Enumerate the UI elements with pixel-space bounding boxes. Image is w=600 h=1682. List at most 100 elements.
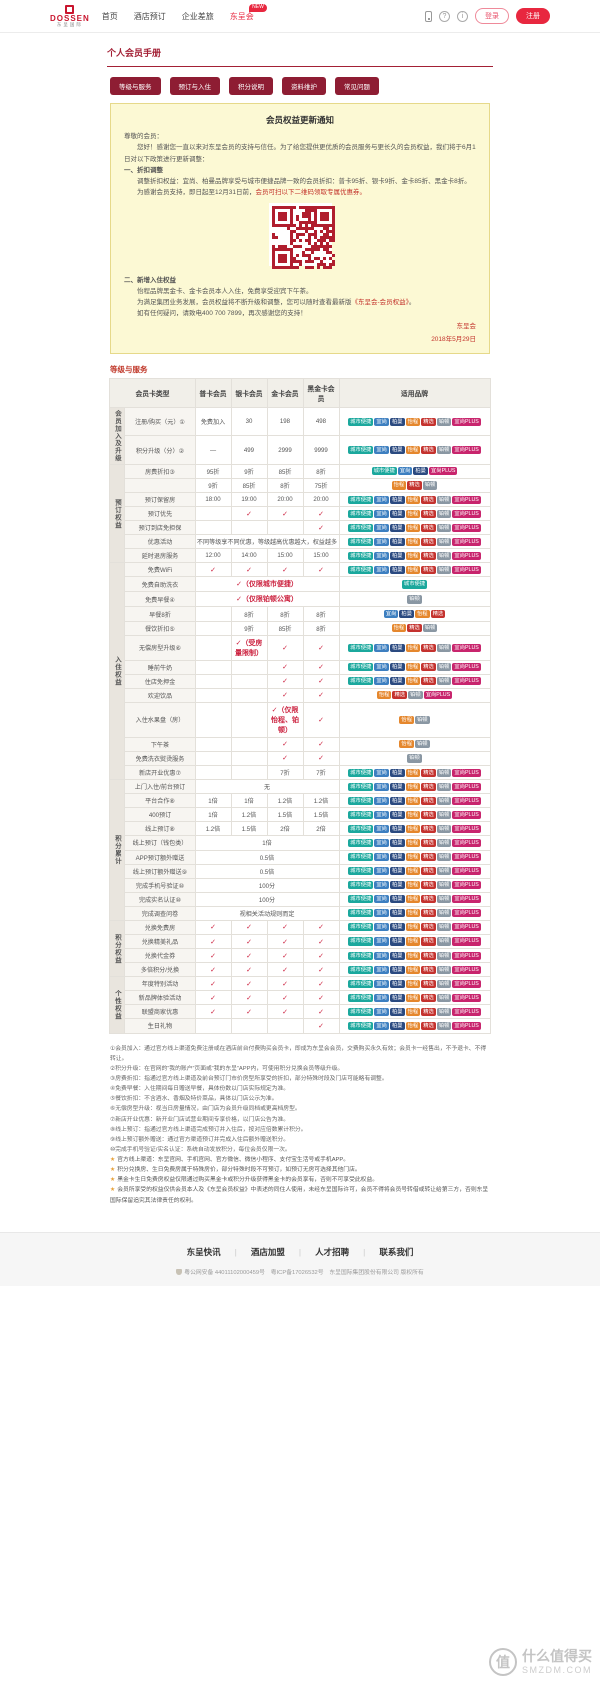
benefit-value: ✓ <box>302 659 340 675</box>
brand-badges: 城市便捷 宜尚 柏曼 怡程 精选 铂顿 宜尚PLUS <box>338 520 491 536</box>
brand-badges: 城市便捷 宜尚 柏曼 怡程 精选 铂顿 宜尚PLUS <box>338 492 491 508</box>
notice-text: 怡程品牌黑金卡、金卡会员本人入住，免费享受迎宾下午茶。 <box>124 287 313 295</box>
brand-badges: 怡程 铂顿 <box>338 736 491 752</box>
brand-badge: 宜尚PLUS <box>452 565 481 574</box>
nav-item-1[interactable]: 首页 <box>101 11 118 21</box>
benefit-value: ✓ <box>302 687 340 703</box>
benefit-row-label: 完成实名认证⑩ <box>124 891 196 907</box>
column-header-3: 银卡会员 <box>230 378 268 409</box>
brand-badge: 怡程 <box>405 979 421 988</box>
benefit-value <box>194 673 232 689</box>
notice-paragraph: 调整折扣权益：宜尚、柏曼品牌享受与城市便捷品牌一致的会员折扣：普卡95折、银卡9… <box>124 176 476 187</box>
benefit-value: ✓ <box>302 948 340 964</box>
table-row: 住店免押金 ✓ ✓ 城市便捷 宜尚 柏曼 怡程 精选 铂顿 宜尚PLUS <box>110 673 491 689</box>
benefit-value <box>230 520 268 536</box>
brand-badge: 城市便捷 <box>348 446 374 455</box>
notice-paragraph: 尊敬的会员： <box>124 131 476 142</box>
benefit-row-label: 下午茶 <box>124 736 196 752</box>
benefit-value: 1倍 <box>230 793 268 809</box>
group-label: 会员加入及升级 <box>109 407 126 465</box>
nav-item-4[interactable]: 东呈会 NEW <box>230 3 267 22</box>
benefit-value: ✓ <box>230 919 268 935</box>
benefit-value: 85折 <box>230 477 268 494</box>
benefit-value: ✓ <box>230 506 268 522</box>
star-note: ★ 官方线上渠道：东呈官网、手机官网、官方微信、微信小程序、支付宝生活号或手机AP… <box>110 1155 490 1165</box>
notice-date: 2018年5月29日 <box>431 336 476 343</box>
nav-item-2[interactable]: 酒店预订 <box>133 11 166 21</box>
brand-badge: 城市便捷 <box>348 881 374 890</box>
footer-link-4[interactable]: 联系我们 <box>379 1246 414 1257</box>
register-button[interactable]: 注册 <box>516 8 550 24</box>
mobile-app-icon[interactable] <box>425 10 432 22</box>
dossen-logo-icon <box>65 4 75 14</box>
benefit-value <box>194 634 232 661</box>
brand-badge: 铂顿 <box>422 624 438 633</box>
benefit-value: 视相关活动规则而定 <box>194 905 340 921</box>
security-record-icon <box>176 1269 183 1276</box>
footer-link-2[interactable]: 酒店加盟 <box>250 1246 285 1257</box>
star-icon: ★ <box>110 1157 116 1164</box>
benefit-value: 1.2倍 <box>266 793 304 809</box>
brand-badges: 城市便捷 宜尚 柏曼 怡程 精选 铂顿 宜尚PLUS <box>338 990 491 1006</box>
benefit-value: ✓ <box>230 933 268 950</box>
help-icon[interactable]: ? <box>439 10 450 22</box>
benefit-value <box>230 765 268 781</box>
login-button[interactable]: 登录 <box>475 8 509 24</box>
brand-badge: 宜尚 <box>374 677 389 686</box>
brand-badge: 铂顿 <box>436 565 452 574</box>
brand-badge: 柏曼 <box>389 537 405 546</box>
benefit-value: ✓ <box>266 736 304 752</box>
dossen-logo[interactable]: DOSSEN 东呈国际 <box>50 4 90 28</box>
brand-badge: 怡程 <box>405 782 421 791</box>
brand-badges: 城市便捷 宜尚 柏曼 怡程 精选 铂顿 宜尚PLUS <box>338 807 491 823</box>
brand-badge: 柏曼 <box>389 782 405 791</box>
tab-1[interactable]: 等级与服务 <box>110 77 161 95</box>
brand-badge: 宜尚 <box>374 951 389 960</box>
tab-2[interactable]: 预订与入住 <box>169 77 220 95</box>
brand-badge: 柏曼 <box>389 993 405 1002</box>
brand-badge: 铂顿 <box>436 824 452 833</box>
brand-badge: 宜尚PLUS <box>452 838 481 847</box>
benefit-row-label: 预订保留房 <box>124 492 196 508</box>
benefit-value: 8折 <box>266 606 304 622</box>
brand-badge: 精选 <box>421 768 436 777</box>
footer-link-3[interactable]: 人才招聘 <box>315 1246 350 1257</box>
footnote: ⑧线上预订：指通过官方线上渠道完成预订并入住后，按对应倍数累计积分。 <box>110 1126 307 1133</box>
brand-badge: 城市便捷 <box>348 923 374 932</box>
benefit-value: ✓ <box>302 990 340 1006</box>
customer-service-icon[interactable]: i <box>457 10 468 22</box>
brand-badge: 怡程 <box>405 1021 421 1031</box>
benefit-value: ✓ <box>302 701 340 738</box>
notice-text: 尊敬的会员： <box>124 133 163 141</box>
benefit-value: ✓ <box>194 976 232 992</box>
brand-badge: 铂顿 <box>436 643 452 652</box>
table-row: 预订到店免担保 ✓ 城市便捷 宜尚 柏曼 怡程 精选 铂顿 宜尚PLUS <box>110 520 491 536</box>
tab-4[interactable]: 资料维护 <box>282 77 326 95</box>
brand-badge: 城市便捷 <box>401 580 428 589</box>
benefit-value: ✓ <box>302 506 340 522</box>
benefit-row-label: 兑换免费房 <box>124 919 196 935</box>
tab-5[interactable]: 常见问题 <box>335 77 379 95</box>
brand-badges: 城市便捷 宜尚 柏曼 怡程 精选 铂顿 宜尚PLUS <box>338 1018 491 1034</box>
benefit-value <box>194 606 232 622</box>
brand-badge: 柏曼 <box>389 881 405 890</box>
benefit-value: ✓（仅限城市便捷） <box>194 576 340 593</box>
brand-badge: 宜尚PLUS <box>452 663 481 672</box>
brand-badge: 宜尚 <box>374 663 389 672</box>
brand-badge: 柏曼 <box>389 895 405 904</box>
table-row: 睡前牛奶 ✓ ✓ 城市便捷 宜尚 柏曼 怡程 精选 铂顿 宜尚PLUS <box>110 659 491 675</box>
brand-badge: 精选 <box>421 810 436 819</box>
brand-badge: 城市便捷 <box>348 677 374 686</box>
table-row: 无偿房型升级⑥ ✓（受房量限制） ✓ ✓ 城市便捷 宜尚 柏曼 怡程 精选 铂顿 宜尚PLUS <box>110 634 491 661</box>
brand-badge: 铂顿 <box>415 740 430 749</box>
nav-item-3[interactable]: 企业差旅 <box>181 11 214 21</box>
footer-link-1[interactable]: 东呈快讯 <box>186 1246 221 1257</box>
brand-badges: 城市便捷 <box>338 576 491 593</box>
footer-links: 东呈快讯 | 酒店加盟 | 人才招聘 | 联系我们 <box>0 1246 600 1258</box>
section-title: 等级与服务 <box>110 365 148 375</box>
brand-badge: 宜尚 <box>374 495 389 504</box>
tab-3[interactable]: 积分说明 <box>229 77 273 95</box>
brand-badge: 宜尚PLUS <box>452 951 481 960</box>
benefit-row-label: 预订到店免担保 <box>124 520 196 536</box>
